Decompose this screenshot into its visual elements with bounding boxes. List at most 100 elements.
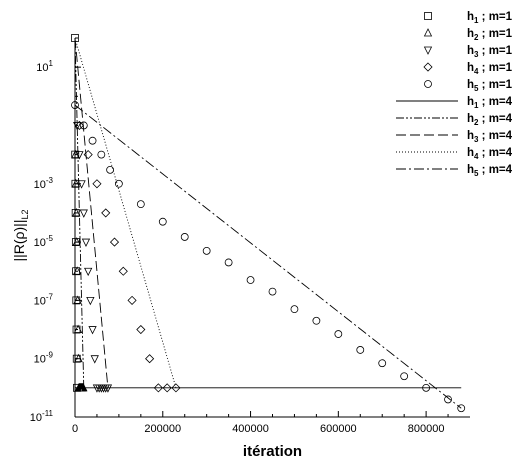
x-tick-label-3: 600000 [320, 423, 357, 435]
series-4-point [92, 179, 102, 189]
series-5-point [356, 346, 365, 354]
series-2-point [73, 266, 82, 275]
series-4-point [127, 295, 137, 305]
legend-item-5: h5 ; m=1 [424, 79, 513, 93]
series-markers [71, 34, 466, 413]
series-4-point [74, 120, 84, 131]
legend-label-3: h3 ; m=1 [467, 45, 513, 59]
plot-area [71, 34, 470, 418]
series-5-point [457, 404, 466, 413]
legend-symbol-3 [423, 46, 433, 55]
series-5-point [71, 101, 79, 109]
series-3-point [75, 151, 84, 160]
y-tick-label-4: 10-9 [34, 351, 54, 366]
legend-symbol-4 [423, 62, 433, 72]
legend-item-10: h5 ; m=4 [396, 164, 513, 178]
series-7-line [74, 37, 85, 388]
y-tick-labels: 101 10-3 10-5 10-7 10-9 10-11 [30, 59, 54, 424]
series-3-point [84, 267, 93, 277]
series-4-point [109, 237, 120, 247]
series-3-point [90, 355, 99, 364]
series-9-line [74, 37, 177, 388]
x-axis-title: itération [243, 443, 302, 460]
legend-symbol-5 [424, 80, 432, 88]
y-axis-title-main: ||R(ρ)|| [11, 220, 27, 262]
series-2-point [72, 208, 81, 217]
series-2-point [79, 382, 88, 392]
series-4-point [83, 150, 93, 160]
x-tick-label-0: 0 [72, 423, 78, 435]
series-5-point [246, 276, 255, 284]
series-3-point [86, 296, 95, 306]
series-5-point [88, 136, 97, 145]
series-4-point [136, 324, 146, 335]
legend-item-7: h2 ; m=4 [396, 113, 513, 127]
series-5-point [158, 217, 167, 226]
series-8-line [74, 37, 109, 388]
legend-label-2: h2 ; m=1 [467, 28, 513, 42]
series-1-point [71, 34, 79, 42]
series-2-point [71, 178, 81, 188]
series-5-point [290, 305, 299, 314]
legend-label-4: h4 ; m=1 [467, 62, 513, 76]
series-5-point [114, 179, 123, 188]
legend-label-1: h1 ; m=1 [467, 11, 513, 25]
x-tick-label-4: 800000 [408, 423, 445, 435]
series-5-point [268, 287, 277, 296]
series-5-point [400, 372, 409, 381]
legend-label-10: h5 ; m=4 [467, 164, 513, 178]
series-10-line [74, 104, 462, 409]
series-2-point [74, 353, 83, 363]
series-5-point [444, 395, 452, 404]
y-axis-title-sub: L2 [20, 210, 30, 220]
legend-label-7: h2 ; m=4 [467, 113, 513, 127]
series-4-point [162, 383, 172, 393]
legend-item-4: h4 ; m=1 [423, 62, 513, 76]
x-tick-label-1: 200000 [144, 423, 181, 435]
y-axis-title: ||R(ρ)||L2 [11, 210, 30, 262]
legend-item-9: h4 ; m=4 [396, 147, 513, 161]
series-2-point [72, 237, 81, 246]
legend-label-9: h4 ; m=4 [467, 147, 513, 161]
y-tick-label-2: 10-5 [34, 234, 54, 249]
series-lines [74, 37, 462, 409]
legend-symbol-2 [423, 28, 433, 37]
series-5-point [136, 200, 145, 209]
series-3-point [81, 238, 91, 247]
legend-item-6: h1 ; m=4 [396, 96, 513, 110]
y-tick-label-0: 101 [36, 59, 53, 74]
series-1-point [71, 238, 80, 246]
svg-text:||R(ρ)||L2: ||R(ρ)||L2 [11, 210, 30, 262]
series-5-point [97, 150, 106, 159]
series-2-point [73, 324, 83, 333]
series-5-point [224, 258, 233, 267]
series-5-point [180, 233, 189, 241]
legend-item-8: h3 ; m=4 [396, 130, 513, 144]
y-tick-label-5: 10-11 [30, 409, 54, 424]
legend-item-1: h1 ; m=1 [424, 11, 513, 25]
series-5-point [106, 165, 115, 174]
series-5-point [202, 246, 211, 255]
legend-label-8: h3 ; m=4 [467, 130, 513, 144]
y-tick-label-1: 10-3 [34, 176, 54, 191]
series-3-point [103, 384, 113, 393]
series-3-point [88, 326, 97, 335]
series-4-point [171, 383, 181, 393]
x-tick-label-2: 400000 [232, 423, 269, 435]
series-4-point [153, 383, 163, 393]
series-4-point [101, 208, 111, 218]
y-tick-label-3: 10-7 [34, 292, 54, 307]
x-tick-labels: 0 200000 400000 600000 800000 [72, 423, 445, 435]
legend: h1 ; m=1 h2 ; m=1 h3 ; m=1 h4 ; m=1 h5 ; m=1… [396, 11, 513, 178]
series-5-point [334, 330, 343, 338]
legend-symbol-1 [424, 12, 432, 20]
series-5-point [312, 316, 321, 325]
legend-item-2: h2 ; m=1 [423, 28, 513, 42]
series-5-point [422, 383, 431, 392]
series-4-point [145, 354, 155, 364]
series-5-point [378, 359, 387, 368]
legend-item-3: h3 ; m=1 [423, 45, 513, 59]
series-5-point [79, 121, 88, 130]
